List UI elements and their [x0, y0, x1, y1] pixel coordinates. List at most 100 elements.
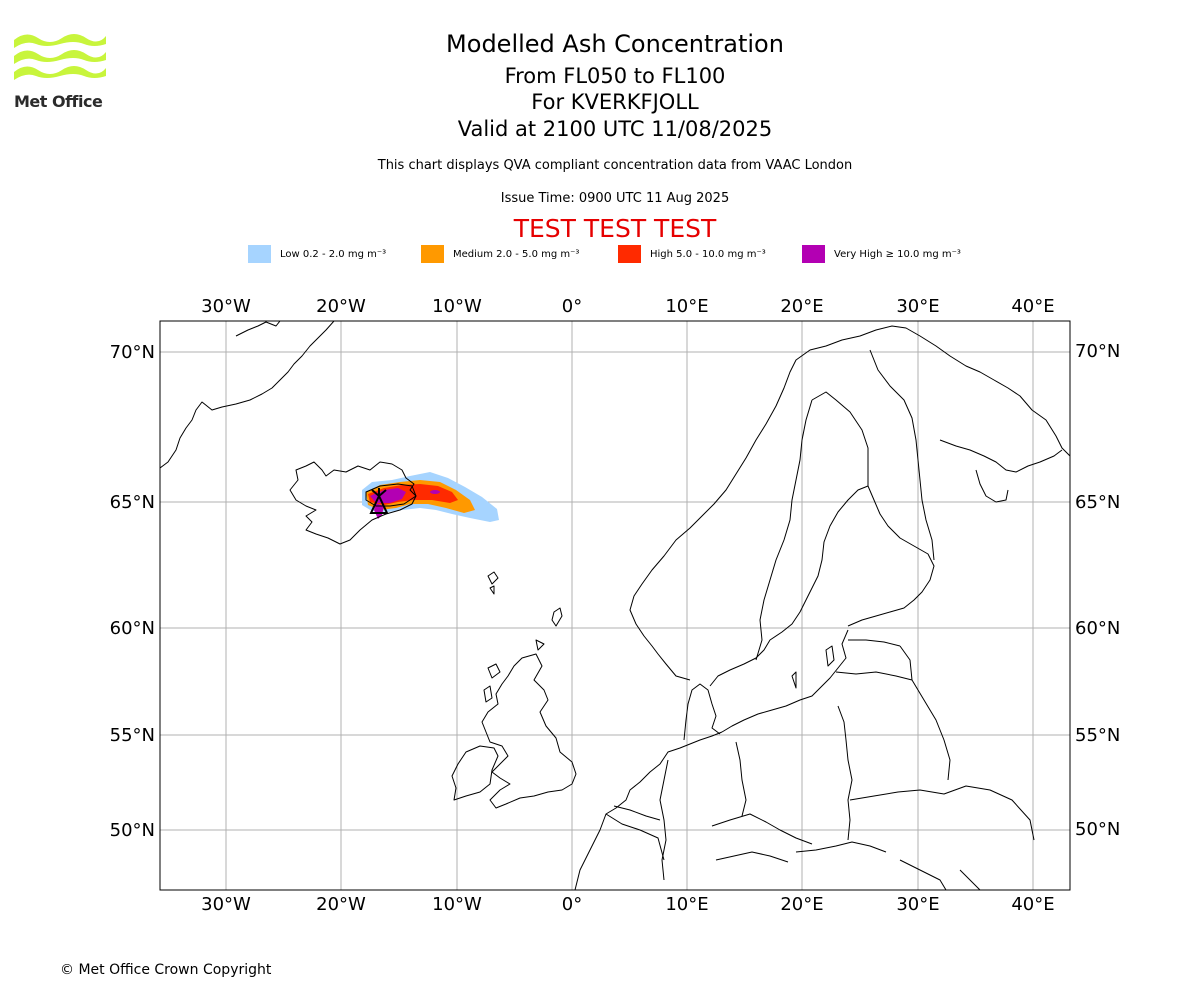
coast-denmark: [683, 683, 721, 741]
lon-label: 20°E: [780, 296, 823, 317]
legend-swatch: [618, 245, 641, 263]
lat-label: 65°N: [110, 492, 155, 513]
border-czech: [711, 813, 813, 845]
lon-label: 40°E: [1011, 894, 1054, 915]
map-area: [160, 321, 1070, 890]
border-poland-east: [837, 705, 853, 841]
lon-label: 0°: [562, 894, 582, 915]
lon-label: 20°E: [780, 894, 823, 915]
coast-iceland: [289, 461, 417, 545]
coast-ireland: [451, 745, 499, 801]
border-germany-west: [659, 759, 669, 881]
border-romania: [899, 859, 947, 890]
legend-label: Very High ≥ 10.0 mg m⁻³: [834, 248, 961, 260]
coast-hebrides: [483, 685, 493, 703]
legend-item-high: High 5.0 - 10.0 mg m⁻³: [618, 244, 766, 264]
border-germany-poland: [735, 741, 747, 817]
lat-label: 70°N: [110, 342, 155, 363]
legend-label: Low 0.2 - 2.0 mg m⁻³: [280, 248, 387, 260]
coastlines: [160, 321, 1070, 890]
lon-labels-bottom: 30°W 20°W 10°W 0° 10°E 20°E 30°E 40°E: [201, 894, 1054, 915]
lat-label: 65°N: [1075, 492, 1120, 513]
met-office-waves-icon: [14, 34, 106, 80]
coast-hebrides: [487, 663, 501, 679]
map-frame: [159, 320, 1071, 891]
lon-label: 10°W: [432, 894, 482, 915]
legend-swatch: [421, 245, 444, 263]
lon-label: 20°W: [316, 296, 366, 317]
border-benelux: [613, 805, 661, 821]
coast-greenland-n: [235, 321, 281, 337]
lat-label: 60°N: [110, 618, 155, 639]
ash-very-high: [374, 503, 384, 519]
coast-greenland: [160, 321, 335, 469]
border-finland-russia: [869, 349, 935, 561]
legend-label: High 5.0 - 10.0 mg m⁻³: [650, 248, 766, 260]
disclaimer-text: This chart displays QVA compliant concen…: [377, 158, 853, 173]
lat-label: 50°N: [110, 820, 155, 841]
lon-label: 0°: [562, 296, 582, 317]
chart-title: Modelled Ash Concentration: [446, 30, 784, 58]
borders: [605, 349, 1035, 890]
coast-europe-west: [574, 731, 723, 890]
lon-labels-top: 30°W 20°W 10°W 0° 10°E 20°E 30°E 40°E: [201, 296, 1054, 317]
coast-baltic: [721, 629, 849, 733]
legend-item-very-high: Very High ≥ 10.0 mg m⁻³: [802, 244, 961, 264]
coast-faroe: [489, 585, 495, 595]
border-russia-latvia: [899, 645, 913, 681]
coast-scandinavia: [629, 325, 1070, 681]
lat-label: 50°N: [1075, 819, 1120, 840]
border-belarus-ukraine: [849, 785, 1035, 841]
border-norway-sweden: [755, 399, 813, 661]
border-latvia-lithuania: [835, 671, 913, 681]
flight-level-range: From FL050 to FL100: [504, 64, 726, 88]
ash-contour-boundary: [365, 483, 417, 507]
lat-label: 55°N: [110, 725, 155, 746]
lon-label: 30°W: [201, 296, 251, 317]
border-austria: [715, 851, 789, 863]
lat-labels-right: 70°N 65°N 60°N 55°N 50°N: [1075, 341, 1120, 840]
coast-white-sea: [975, 469, 1009, 503]
lat-labels-left: 70°N 65°N 60°N 55°N 50°N: [110, 342, 155, 841]
coast-finland: [847, 485, 935, 627]
lat-label: 55°N: [1075, 725, 1120, 746]
lon-label: 20°W: [316, 894, 366, 915]
coast-great-britain: [481, 653, 577, 809]
copyright-notice: © Met Office Crown Copyright: [60, 962, 272, 978]
met-office-logo: Met Office: [14, 30, 108, 114]
coast-shetland: [551, 607, 563, 627]
gridlines: [160, 321, 1070, 890]
legend-item-low: Low 0.2 - 2.0 mg m⁻³: [248, 244, 386, 264]
border-estonia-latvia: [848, 639, 901, 647]
ash-plume: [362, 472, 499, 522]
legend-label: Medium 2.0 - 5.0 mg m⁻³: [453, 248, 580, 260]
coast-oland: [791, 671, 797, 689]
coast-sweden-south: [709, 485, 869, 687]
lat-label: 60°N: [1075, 618, 1120, 639]
lon-label: 30°W: [201, 894, 251, 915]
border-moldova: [959, 869, 981, 890]
volcano-icon: [369, 488, 389, 514]
lat-label: 70°N: [1075, 341, 1120, 362]
coast-faroe: [487, 571, 499, 585]
ash-very-high: [430, 490, 440, 494]
coast-kola: [939, 439, 1063, 473]
lon-label: 30°E: [896, 296, 939, 317]
lon-label: 30°E: [896, 894, 939, 915]
legend-swatch: [802, 245, 825, 263]
volcano-name: For KVERKFJOLL: [531, 90, 699, 114]
lon-label: 10°E: [665, 296, 708, 317]
legend-swatch: [248, 245, 271, 263]
issue-time: Issue Time: 0900 UTC 11 Aug 2025: [500, 191, 730, 206]
lon-label: 10°W: [432, 296, 482, 317]
lon-label: 40°E: [1011, 296, 1054, 317]
border-slovakia-hungary: [795, 841, 887, 853]
logo-text: Met Office: [14, 92, 103, 111]
coast-orkney: [535, 639, 545, 651]
ash-very-high: [370, 488, 406, 503]
lon-label: 10°E: [665, 894, 708, 915]
test-banner: TEST TEST TEST: [513, 214, 717, 243]
valid-time: Valid at 2100 UTC 11/08/2025: [457, 117, 773, 141]
border-france: [605, 813, 665, 861]
